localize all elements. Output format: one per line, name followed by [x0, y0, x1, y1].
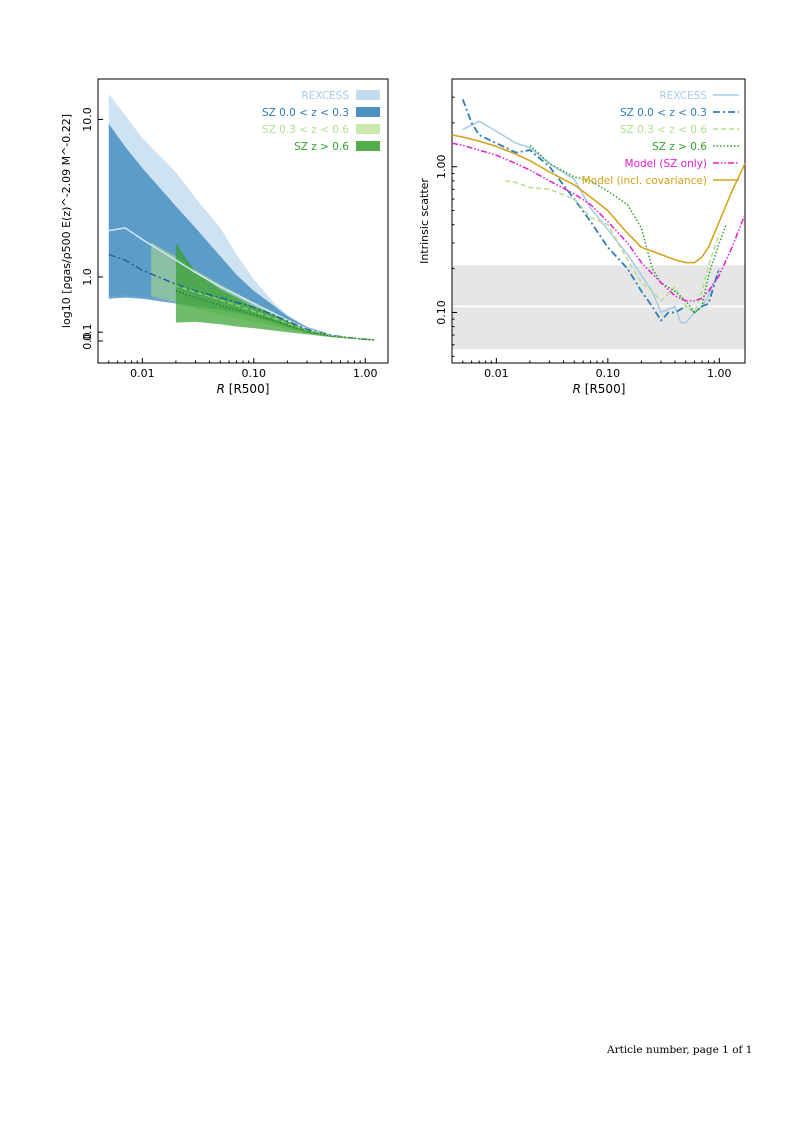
left-legend-swatch [356, 90, 380, 100]
right-legend-label: SZ 0.3 < z < 0.6 [620, 124, 707, 136]
left-y-ticks: 0.00.1 1.0 10.0 [81, 107, 103, 350]
median-rexcess [108, 227, 375, 341]
right-y-tick-label: 1.00 [435, 154, 448, 179]
page-footer: Article number, page 1 of 1 [607, 1044, 753, 1056]
left-legend-label: SZ 0.3 < z < 0.6 [262, 124, 349, 136]
left-lines-group [108, 227, 375, 341]
left-x-tick-label: 1.00 [353, 367, 378, 380]
left-y-tick-label: 10.0 [81, 107, 94, 132]
right-plot-frame [451, 78, 746, 364]
right-x-axis-label: R [R500] [573, 382, 626, 396]
right-legend-label: SZ 0.0 < z < 0.3 [620, 107, 707, 119]
right-y-ticks: 0.10 1.00 [435, 78, 457, 357]
right-x-ticks: 0.01 0.10 1.00 [451, 358, 732, 380]
left-legend-swatch [356, 107, 380, 117]
right-x-tick-label: 0.10 [596, 367, 621, 380]
left-x-axis-label-main: R [217, 382, 225, 396]
right-x-axis-label-unit: [R500] [585, 382, 626, 396]
left-x-axis-label-unit: [R500] [229, 382, 270, 396]
right-legend-label: Model (incl. covariance) [582, 175, 707, 187]
left-legend-label: SZ z > 0.6 [294, 141, 349, 153]
left-y-tick-label: 0.1 [81, 323, 94, 341]
scatter-line-model-sz-only [451, 142, 746, 302]
left-legend-swatch [356, 124, 380, 134]
left-y-tick-label: 1.0 [81, 268, 94, 286]
median-sz-z-0-6 [175, 290, 375, 341]
left-x-axis-label: R [R500] [217, 382, 270, 396]
scatter-line-model-incl-covariance [451, 134, 746, 264]
left-legend-label: REXCESS [301, 90, 349, 102]
right-legend-label: REXCESS [659, 90, 707, 102]
right-legend-label: SZ z > 0.6 [652, 141, 707, 153]
right-chart: 0.01 0.10 1.00 0.10 1.00 REXCESS SZ 0.0 < z … [418, 78, 746, 396]
left-legend: REXCESS SZ 0.0 < z < 0.3 SZ 0.3 < z < 0.6 S… [262, 90, 380, 153]
right-lines-group [451, 99, 746, 324]
left-legend-swatch [356, 141, 380, 151]
left-y-tick-label: 0.0 [81, 332, 94, 350]
right-legend-label: Model (SZ only) [625, 158, 707, 170]
left-x-ticks: 0.01 0.10 1.00 [97, 358, 378, 380]
left-y-axis-label: log10 [ρgas/ρ500 E(z)^-2.09 M^-0.22] [60, 114, 73, 328]
right-x-axis-label-main: R [573, 382, 581, 396]
left-legend-label: SZ 0.0 < z < 0.3 [262, 107, 349, 119]
right-x-tick-label: 0.01 [484, 367, 509, 380]
left-x-tick-label: 0.01 [130, 367, 155, 380]
left-x-tick-label: 0.10 [242, 367, 267, 380]
median-sz-0-0-z-0-3 [108, 253, 375, 341]
right-y-tick-label: 0.10 [435, 300, 448, 325]
band-sz-z-0-6 [175, 242, 375, 341]
right-legend: REXCESS SZ 0.0 < z < 0.3 SZ 0.3 < z < 0.6 S… [582, 90, 739, 187]
left-chart: 0.01 0.10 1.00 0.00.1 1.0 10.0 REXCESS SZ 0.0… [60, 78, 389, 396]
right-x-tick-label: 1.00 [707, 367, 732, 380]
scatter-line-rexcess [462, 120, 720, 324]
right-y-axis-label: Intrinsic scatter [418, 178, 431, 264]
